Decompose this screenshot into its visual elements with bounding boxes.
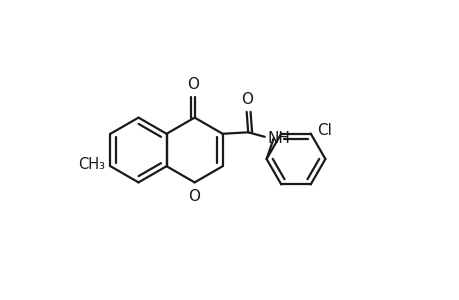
Text: O: O xyxy=(188,189,200,204)
Text: O: O xyxy=(186,77,198,92)
Text: CH₃: CH₃ xyxy=(78,157,105,172)
Text: NH: NH xyxy=(267,131,290,146)
Text: Cl: Cl xyxy=(317,123,331,138)
Text: O: O xyxy=(241,92,253,107)
